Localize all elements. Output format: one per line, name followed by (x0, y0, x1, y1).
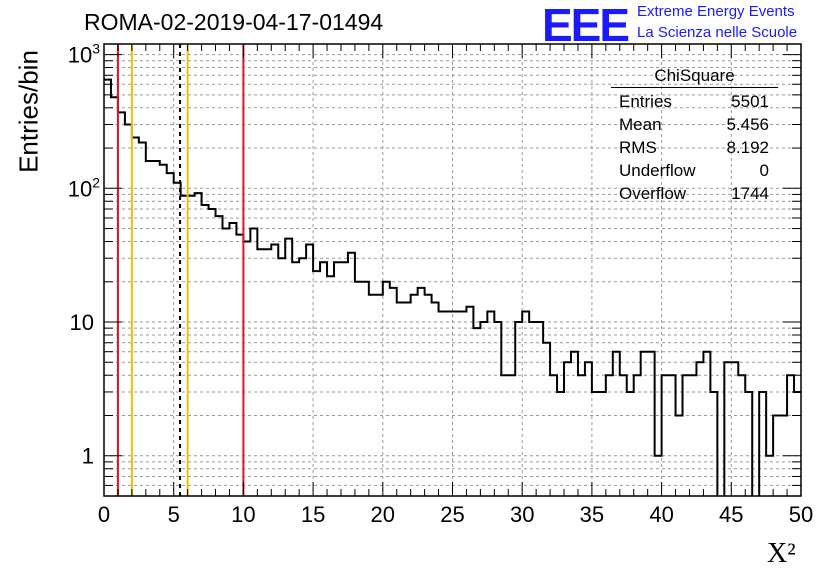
eee-logo: EEE (542, 0, 630, 51)
stats-value: 1744 (731, 184, 769, 203)
stats-label: RMS (619, 138, 657, 157)
grid (104, 44, 801, 496)
x-tick-label: 5 (168, 502, 180, 527)
y-tick-label: 1 (82, 444, 94, 469)
stats-row-overflow: Overflow 1744 (611, 182, 778, 205)
stats-label: Entries (619, 92, 672, 111)
plot-title: ROMA-02-2019-04-17-01494 (84, 9, 384, 35)
stats-row-mean: Mean 5.456 (611, 113, 778, 136)
stats-label: Mean (619, 115, 662, 134)
x-tick-label: 40 (649, 502, 673, 527)
x-tick-label: 10 (231, 502, 255, 527)
stats-row-rms: RMS 8.192 (611, 136, 778, 159)
x-tick-label: 30 (510, 502, 534, 527)
stats-title: ChiSquare (611, 66, 778, 88)
stats-value: 5501 (731, 92, 769, 111)
histogram-series (104, 78, 801, 496)
x-tick-label: 25 (440, 502, 464, 527)
stats-row-underflow: Underflow 0 (611, 159, 778, 182)
axes: 0 5 10 15 20 25 30 35 40 45 50 1 10 102 103 (68, 41, 814, 527)
x-tick-label: 20 (371, 502, 395, 527)
x-tick-label: 15 (301, 502, 325, 527)
stats-row-entries: Entries 5501 (611, 90, 778, 113)
x-axis-label: X² (767, 538, 796, 569)
stats-value: 0 (759, 161, 769, 180)
x-tick-label: 0 (98, 502, 110, 527)
reference-lines (116, 44, 245, 496)
logo-line-2: La Scienza nelle Scuole (637, 24, 798, 41)
stats-box: ChiSquare Entries 5501 Mean 5.456 RMS 8.… (611, 66, 778, 205)
stats-value: 8.192 (726, 138, 769, 157)
stats-value: 5.456 (726, 115, 769, 134)
y-tick-label: 102 (68, 174, 100, 201)
stats-label: Overflow (619, 184, 687, 203)
stats-label: Underflow (619, 161, 696, 180)
x-tick-label: 35 (580, 502, 604, 527)
y-tick-label: 103 (68, 41, 100, 68)
x-tick-label: 45 (719, 502, 743, 527)
histogram-line (104, 78, 801, 496)
logo-line-1: Extreme Energy Events (637, 3, 795, 20)
y-tick-label: 10 (70, 310, 94, 335)
x-tick-label: 50 (789, 502, 813, 527)
y-axis-label: Entries/bin (13, 50, 44, 173)
